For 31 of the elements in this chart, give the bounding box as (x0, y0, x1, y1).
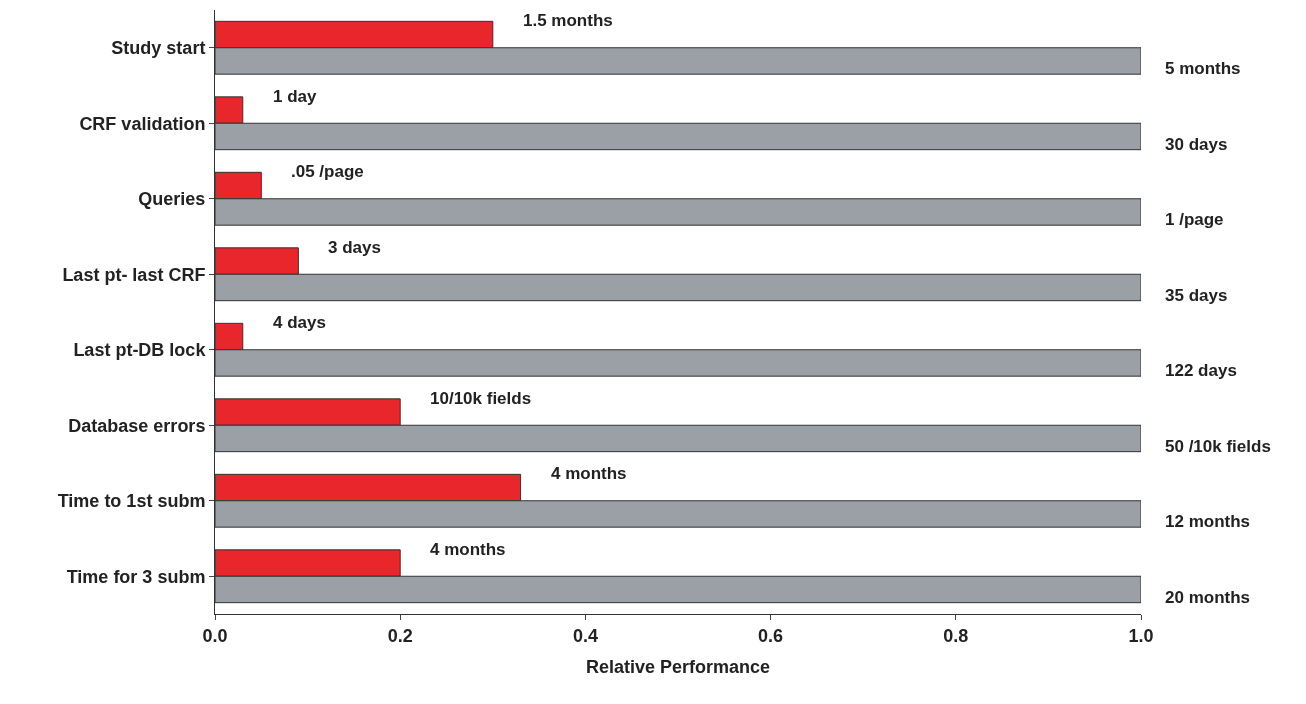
x-tick-label: 0.0 (202, 625, 228, 646)
annotation: 1 /page (1165, 210, 1224, 229)
x-tick-label: 0.2 (387, 625, 413, 646)
annotation: 50 /10k fields (1165, 437, 1271, 456)
annotation: 4 months (430, 540, 506, 559)
y-tick-label: Time for 3 subm (66, 566, 206, 587)
y-tick-label: Time to 1st subm (57, 491, 206, 512)
annotation: 10/10k fields (430, 389, 532, 408)
annotation: 4 months (551, 464, 627, 483)
y-tick-label: Database errors (68, 415, 206, 436)
x-tick-label: 0.8 (943, 625, 969, 646)
annotation: 4 days (273, 313, 326, 332)
x-tick-label: 0.6 (758, 625, 784, 646)
annotation: 20 months (1165, 588, 1251, 607)
annotation: 12 months (1165, 512, 1251, 531)
y-tick-label: CRF validation (79, 113, 206, 134)
y-tick-label: Last pt-DB lock (73, 340, 207, 361)
y-tick-label: Queries (138, 189, 206, 210)
annotation: 35 days (1165, 286, 1228, 305)
x-tick-label: 0.4 (572, 625, 598, 646)
annotation: 1 day (273, 87, 318, 106)
y-tick-label: Study start (111, 38, 206, 59)
x-tick-label: 1.0 (1128, 625, 1154, 646)
annotation: 1.5 months (523, 11, 613, 30)
x-axis-title: Relative Performance (585, 656, 771, 677)
annotation: 3 days (328, 238, 381, 257)
annotation: 5 months (1165, 59, 1241, 78)
y-tick-label: Last pt- last CRF (62, 264, 206, 285)
annotation: 122 days (1165, 361, 1237, 380)
annotation: 30 days (1165, 135, 1228, 154)
annotation: .05 /page (291, 162, 364, 181)
